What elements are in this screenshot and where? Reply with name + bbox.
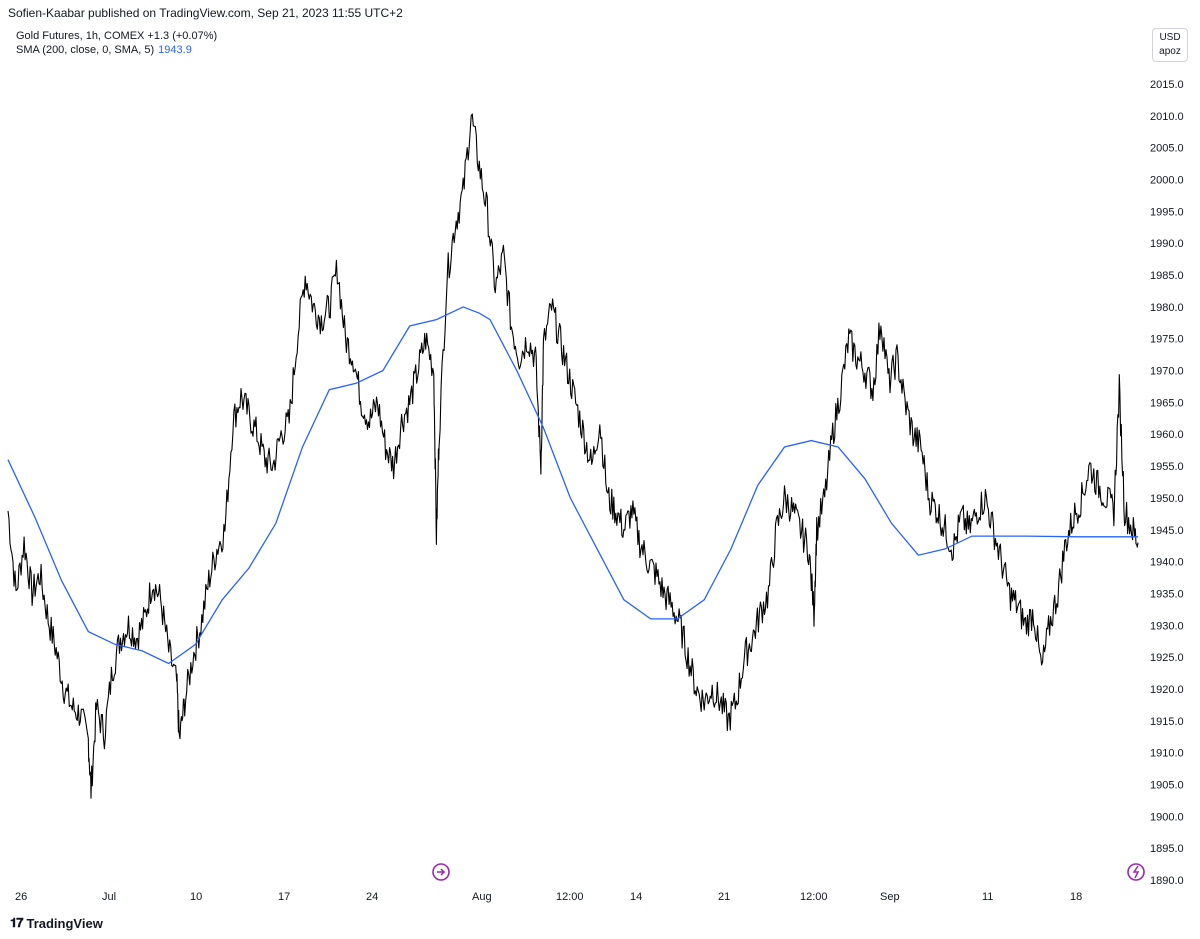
tradingview-mark-icon: 𝟏𝟕	[10, 915, 24, 930]
event-marker-icon[interactable]	[432, 863, 450, 881]
y-tick-label: 2015.0	[1150, 79, 1184, 91]
x-tick-label: 18	[1070, 891, 1082, 903]
y-tick-label: 1990.0	[1150, 238, 1184, 250]
y-tick-label: 1925.0	[1150, 652, 1184, 664]
y-tick-label: 1940.0	[1150, 557, 1184, 569]
x-tick-label: 11	[982, 891, 993, 903]
currency-badge[interactable]: USD apoz	[1152, 28, 1188, 62]
y-tick-label: 1965.0	[1150, 397, 1184, 409]
y-tick-label: 1895.0	[1150, 843, 1184, 855]
y-tick-label: 1980.0	[1150, 302, 1184, 314]
y-tick-label: 2005.0	[1150, 143, 1184, 155]
sma-line	[7, 306, 1138, 665]
y-tick-label: 1975.0	[1150, 334, 1184, 346]
x-tick-label: Aug	[472, 891, 492, 903]
y-tick-label: 1935.0	[1150, 588, 1184, 600]
scale-mode-label: apoz	[1159, 46, 1181, 57]
x-tick-label: 10	[190, 891, 202, 903]
currency-label: USD	[1159, 32, 1181, 43]
lightning-event-icon[interactable]	[1127, 863, 1145, 881]
x-tick-label: 14	[630, 891, 642, 903]
price-line	[7, 113, 1139, 799]
sma-series	[7, 306, 1138, 665]
x-tick-label: 12:00	[800, 891, 828, 903]
y-tick-label: 1910.0	[1150, 748, 1184, 760]
x-tick-label: 21	[718, 891, 730, 903]
price-series	[7, 113, 1139, 799]
y-tick-label: 2010.0	[1150, 111, 1184, 123]
y-tick-label: 1950.0	[1150, 493, 1184, 505]
symbol-legend-text: Gold Futures, 1h, COMEX +1.3 (+0.07%)	[16, 30, 218, 42]
y-tick-label: 1900.0	[1150, 811, 1184, 823]
y-tick-label: 1905.0	[1150, 780, 1184, 792]
price-axis[interactable]: 2015.0 2010.0 2005.0 2000.0 1995.0 1990.0 1985…	[1150, 79, 1184, 887]
x-tick-label: 17	[278, 891, 290, 903]
y-tick-label: 1960.0	[1150, 429, 1184, 441]
y-tick-label: 1955.0	[1150, 461, 1184, 473]
tradingview-logo-text: TradingView	[26, 915, 103, 931]
y-tick-label: 1995.0	[1150, 206, 1184, 218]
y-tick-label: 1920.0	[1150, 684, 1184, 696]
symbol-legend[interactable]: Gold Futures, 1h, COMEX +1.3 (+0.07%)	[16, 30, 217, 42]
y-tick-label: 1915.0	[1150, 716, 1184, 728]
y-tick-label: 1930.0	[1150, 620, 1184, 632]
x-tick-label: 26	[15, 891, 27, 903]
sma-legend-value: 1943.9	[158, 44, 192, 56]
y-tick-label: 1890.0	[1150, 875, 1184, 887]
y-tick-label: 2000.0	[1150, 175, 1184, 187]
x-tick-label: 24	[366, 891, 378, 903]
time-axis[interactable]: 26 Jul 10 17 24 Aug 12:00 14 21 12:00 Sep 11 18	[15, 891, 1082, 903]
x-tick-label: Sep	[880, 891, 900, 903]
tradingview-logo[interactable]: 𝟏𝟕 TradingView	[10, 915, 103, 931]
sma-legend-text: SMA (200, close, 0, SMA, 5)	[16, 44, 155, 56]
sma-legend[interactable]: SMA (200, close, 0, SMA, 5) 1943.9	[16, 44, 192, 56]
y-tick-label: 1945.0	[1150, 525, 1184, 537]
y-tick-label: 1985.0	[1150, 270, 1184, 282]
y-tick-label: 1970.0	[1150, 366, 1184, 378]
x-tick-label: 12:00	[556, 891, 584, 903]
publisher-line: Sofien-Kaabar published on TradingView.c…	[8, 6, 403, 20]
x-tick-label: Jul	[102, 891, 116, 903]
